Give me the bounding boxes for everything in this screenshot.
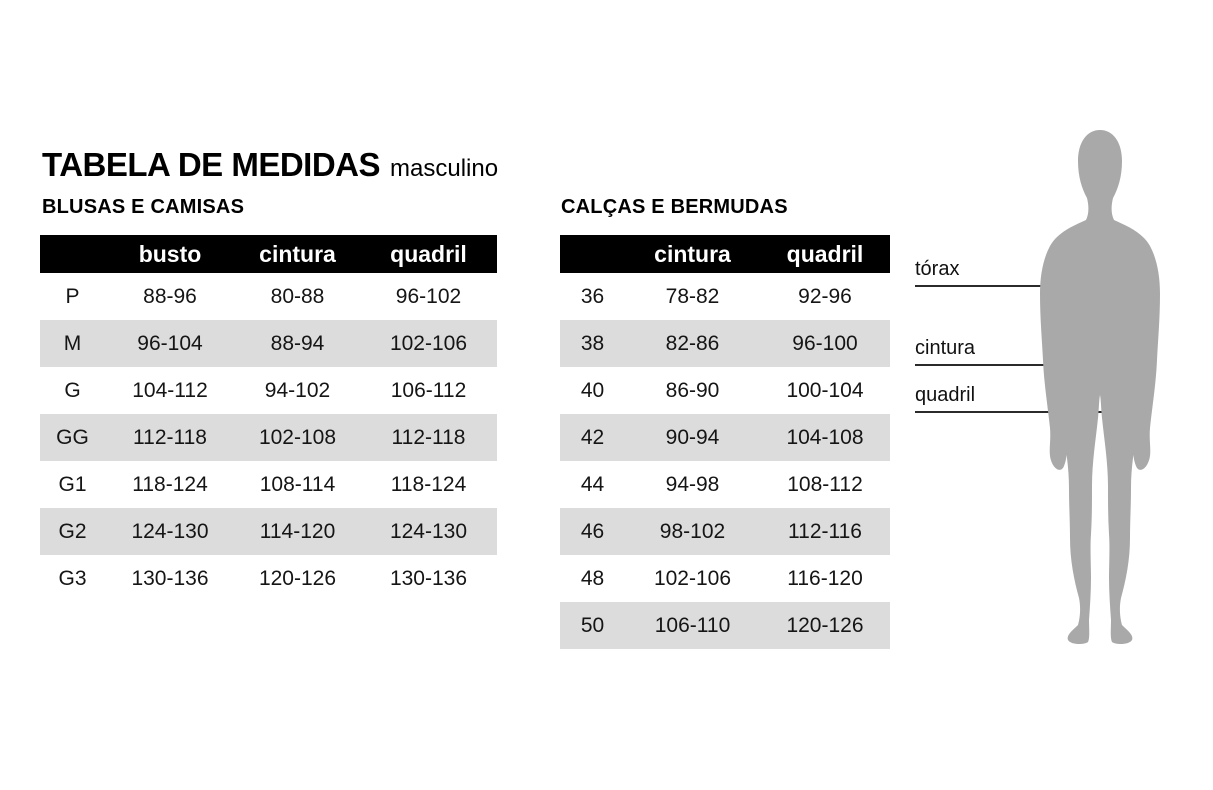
measure-cell: 102-106 — [389, 331, 468, 355]
measure-annotation-quadril: quadril — [915, 384, 1141, 413]
measure-cell: 102-106 — [653, 566, 732, 590]
page-title-gender: masculino — [390, 155, 499, 182]
male-body-silhouette — [1040, 130, 1160, 645]
measure-cell: 96-100 — [792, 331, 858, 355]
column-header-quadril: quadril — [786, 240, 864, 267]
table-row: P 88-96 80-88 96-102 — [40, 273, 497, 320]
measure-cell: 130-136 — [389, 566, 468, 590]
size-cell: 38 — [580, 331, 605, 355]
column-header-cintura: cintura — [259, 240, 336, 267]
measure-cell: 120-126 — [786, 613, 864, 637]
table-row: 36 78-82 92-96 — [560, 273, 890, 320]
table-row: G3 130-136 120-126 130-136 — [40, 555, 497, 602]
measure-cell: 106-112 — [390, 378, 467, 402]
table-row: G2 124-130 114-120 124-130 — [40, 508, 497, 555]
size-cell: 36 — [580, 284, 605, 308]
blusas-e-camisas-table: busto cintura quadril P 88-96 80-88 96-1… — [40, 235, 497, 602]
table-row: 40 86-90 100-104 — [560, 367, 890, 414]
table-row: G 104-112 94-102 106-112 — [40, 367, 497, 414]
measure-cell: 90-94 — [665, 425, 720, 449]
measure-cell: 118-124 — [390, 472, 467, 496]
measure-cell: 112-116 — [788, 519, 862, 543]
measure-cell: 104-112 — [132, 378, 208, 402]
column-header-cintura: cintura — [654, 240, 731, 267]
bottoms-section-title: CALÇAS E BERMUDAS — [561, 196, 788, 218]
measure-cell: 102-108 — [258, 425, 337, 449]
size-cell: 42 — [580, 425, 605, 449]
measure-cell: 88-94 — [270, 331, 325, 355]
table-row: 42 90-94 104-108 — [560, 414, 890, 461]
measure-cell: 88-96 — [143, 284, 197, 308]
measure-cell: 98-102 — [659, 519, 726, 543]
table-row: 38 82-86 96-100 — [560, 320, 890, 367]
torax-label: tórax — [915, 258, 960, 280]
size-cell: G3 — [58, 566, 87, 590]
measure-cell: 108-112 — [787, 472, 863, 496]
measure-cell: 78-82 — [665, 284, 720, 308]
size-cell: G — [64, 378, 81, 402]
bottoms-header-row: cintura quadril — [560, 235, 890, 273]
column-header-busto: busto — [138, 240, 202, 267]
size-cell: 40 — [580, 378, 605, 402]
measure-cell: 96-102 — [395, 284, 462, 308]
tops-section-title: BLUSAS E CAMISAS — [42, 196, 245, 218]
bottoms-table-body: 36 78-82 92-96 38 82-86 96-100 40 86-90 … — [560, 273, 890, 649]
page-title-text: TABELA DE MEDIDAS — [42, 146, 381, 183]
table-row: GG 112-118 102-108 112-118 — [40, 414, 497, 461]
quadril-guide-line — [915, 411, 1141, 413]
measure-cell: 124-130 — [389, 519, 468, 543]
male-body-figure — [1040, 130, 1160, 645]
size-cell: 50 — [580, 613, 605, 637]
measure-cell: 114-120 — [259, 519, 336, 543]
measure-cell: 112-118 — [391, 425, 466, 449]
size-cell: M — [63, 331, 82, 355]
size-cell: P — [65, 284, 80, 308]
measure-cell: 82-86 — [665, 331, 720, 355]
measure-cell: 130-136 — [131, 566, 209, 590]
measure-cell: 108-114 — [259, 472, 336, 496]
size-cell: 44 — [580, 472, 605, 496]
measure-cell: 120-126 — [258, 566, 337, 590]
cintura-label: cintura — [915, 337, 976, 359]
tops-header-row: busto cintura quadril — [40, 235, 497, 273]
table-row: 44 94-98 108-112 — [560, 461, 890, 508]
column-header-quadril: quadril — [390, 240, 467, 267]
measure-cell: 106-110 — [654, 613, 731, 637]
measure-cell: 100-104 — [786, 378, 864, 402]
cintura-guide-line — [915, 364, 1141, 366]
measure-cell: 124-130 — [131, 519, 209, 543]
size-cell: 46 — [580, 519, 605, 543]
size-cell: G1 — [58, 472, 87, 496]
measure-cell: 94-98 — [665, 472, 720, 496]
table-row: 50 106-110 120-126 — [560, 602, 890, 649]
table-row: 48 102-106 116-120 — [560, 555, 890, 602]
size-cell: GG — [56, 425, 89, 449]
tops-table-body: P 88-96 80-88 96-102 M 96-104 88-94 102-… — [40, 273, 497, 602]
torax-guide-line — [915, 285, 1141, 287]
size-cell: G2 — [58, 519, 87, 543]
table-row: G1 118-124 108-114 118-124 — [40, 461, 497, 508]
measure-annotation-torax: tórax — [915, 258, 1141, 287]
measure-annotation-cintura: cintura — [915, 337, 1141, 366]
size-cell: 48 — [580, 566, 605, 590]
measure-cell: 104-108 — [786, 425, 864, 449]
page-title: TABELA DE MEDIDAS masculino — [42, 146, 498, 184]
measure-cell: 118-124 — [132, 472, 208, 496]
measure-cell: 116-120 — [787, 566, 863, 590]
measure-cell: 92-96 — [798, 284, 852, 308]
measure-cell: 96-104 — [137, 331, 203, 355]
measure-cell: 94-102 — [264, 378, 331, 402]
measure-cell: 86-90 — [665, 378, 720, 402]
table-row: 46 98-102 112-116 — [560, 508, 890, 555]
quadril-label: quadril — [915, 384, 976, 406]
measure-cell: 112-118 — [133, 425, 207, 449]
calcas-e-bermudas-table: cintura quadril 36 78-82 92-96 38 82-86 … — [560, 235, 890, 649]
table-row: M 96-104 88-94 102-106 — [40, 320, 497, 367]
measure-cell: 80-88 — [270, 284, 325, 308]
